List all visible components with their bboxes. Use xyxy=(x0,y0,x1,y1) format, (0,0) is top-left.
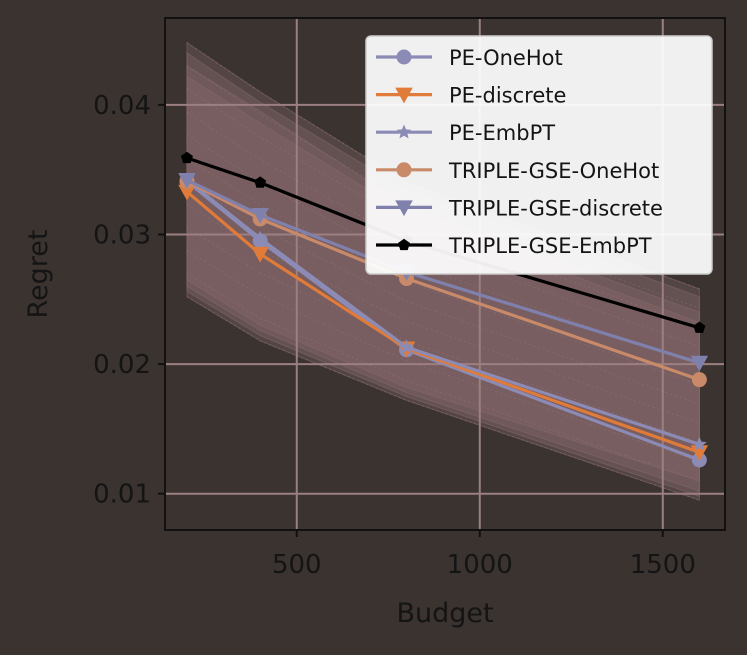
legend-entry: PE-EmbPT xyxy=(376,121,555,145)
legend-marker xyxy=(395,200,413,217)
axes-frame xyxy=(164,17,726,531)
series-line xyxy=(186,156,700,330)
band-strand xyxy=(186,180,700,405)
legend-marker xyxy=(398,238,410,251)
legend-box xyxy=(365,35,713,275)
data-point xyxy=(693,321,706,333)
data-point xyxy=(251,246,269,263)
series-line xyxy=(186,179,700,382)
y-tick-label: 0.02 xyxy=(93,350,151,380)
data-point xyxy=(252,230,268,245)
legend: PE-OneHot PE-discrete PE-EmbPT TRIPLE-GSE-O… xyxy=(365,35,713,275)
legend-marker xyxy=(396,162,412,178)
legend-entry: TRIPLE-GSE-EmbPT xyxy=(376,234,652,258)
data-point xyxy=(254,176,267,188)
data-point xyxy=(251,208,269,224)
legend-entry: TRIPLE-GSE-discrete xyxy=(376,196,663,220)
legend-label: PE-discrete xyxy=(449,84,566,108)
x-axis-title: Budget xyxy=(396,598,493,629)
legend-marker xyxy=(395,87,413,104)
band-strand xyxy=(186,250,700,463)
band-strand xyxy=(186,134,700,367)
legend-label: TRIPLE-GSE-EmbPT xyxy=(448,234,652,258)
data-point xyxy=(691,372,707,388)
series-line xyxy=(185,190,700,454)
data-point xyxy=(178,184,196,201)
series-triple-gse-embpt xyxy=(180,151,706,333)
series-line xyxy=(185,178,700,446)
legend-entry: PE-OneHot xyxy=(376,46,563,70)
y-tick-label: 0.01 xyxy=(93,480,151,510)
data-point xyxy=(178,173,196,189)
data-point xyxy=(690,445,709,461)
y-tick-label: 0.04 xyxy=(93,91,151,121)
legend-entry: PE-discrete xyxy=(376,84,566,108)
legend-label: PE-EmbPT xyxy=(449,121,555,145)
legend-marker xyxy=(396,49,412,65)
y-tick-label: 0.03 xyxy=(93,220,151,250)
band-strand xyxy=(186,226,700,444)
x-tick-label: 1500 xyxy=(630,550,696,580)
legend-label: TRIPLE-GSE-discrete xyxy=(448,196,663,220)
band-strand xyxy=(186,273,700,482)
y-axis-title: Regret xyxy=(23,229,54,318)
axis-ticks: 500 1000 1500 0.01 0.02 0.03 0.04 xyxy=(93,91,696,580)
data-point xyxy=(692,436,707,451)
legend-entry: TRIPLE-GSE-OneHot xyxy=(376,159,659,183)
x-tick-label: 1000 xyxy=(447,550,513,580)
x-tick-label: 500 xyxy=(272,550,322,580)
data-point xyxy=(399,339,414,354)
legend-marker xyxy=(396,124,412,139)
legend-label: TRIPLE-GSE-OneHot xyxy=(448,159,659,183)
data-point xyxy=(690,355,709,372)
data-point xyxy=(180,151,193,164)
legend-label: PE-OneHot xyxy=(449,46,563,70)
series-line xyxy=(186,178,700,365)
band-strand xyxy=(186,111,700,347)
